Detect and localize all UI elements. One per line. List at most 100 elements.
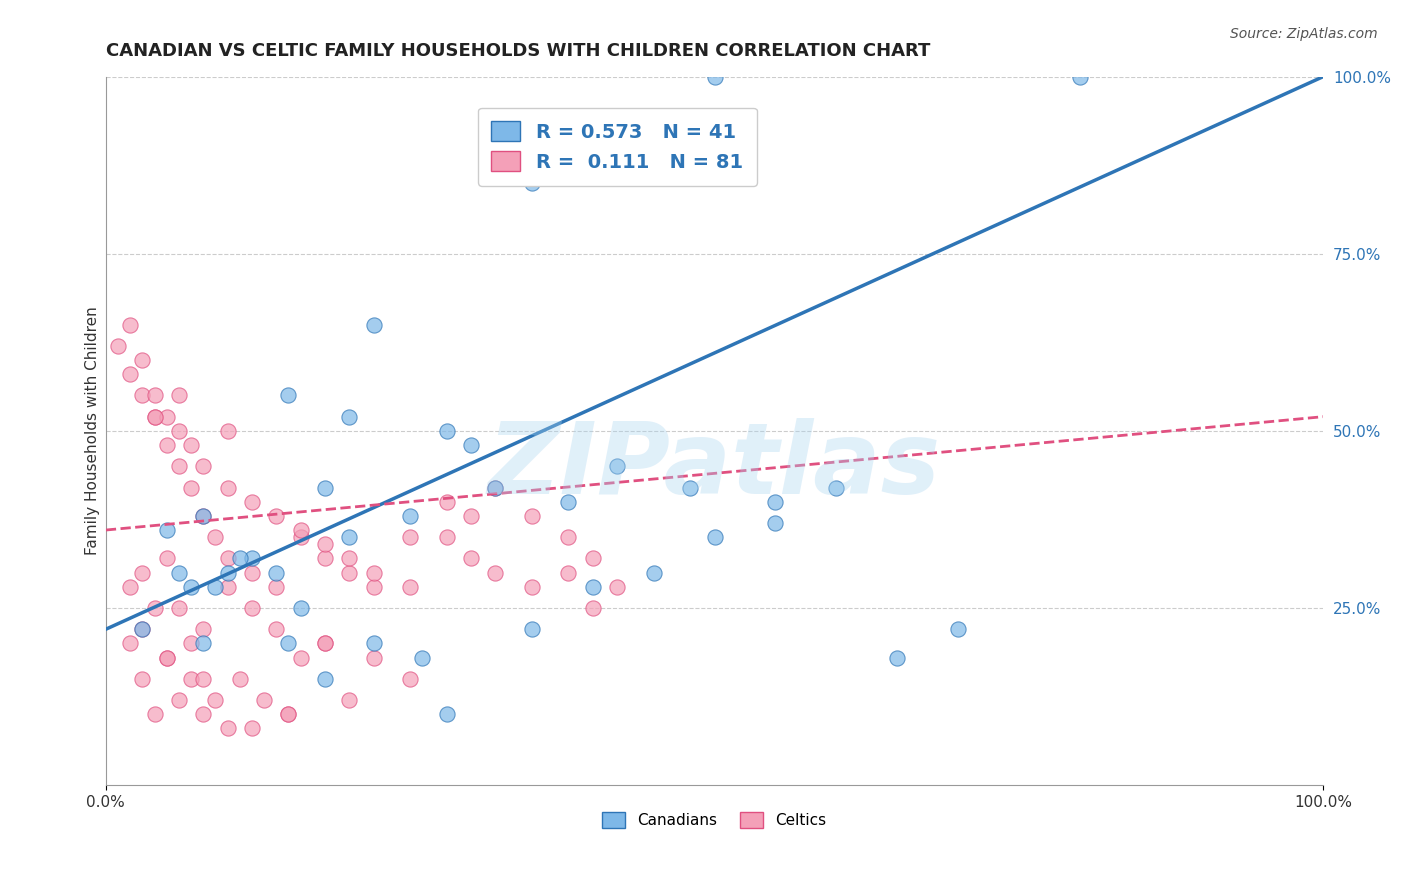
Point [337,693,360,707]
Point [131,353,153,368]
Point [582,551,605,566]
Point [946,622,969,636]
Point [337,530,360,544]
Point [253,693,276,707]
Point [193,508,215,523]
Point [703,530,725,544]
Point [277,636,299,650]
Point [217,424,239,438]
Point [337,551,360,566]
Point [167,388,190,402]
Point [167,693,190,707]
Point [131,672,153,686]
Point [180,580,202,594]
Point [703,70,725,84]
Point [337,566,360,580]
Point [606,459,628,474]
Point [337,409,360,424]
Point [143,409,166,424]
Point [266,622,288,636]
Point [520,622,543,636]
Point [193,707,215,722]
Point [557,566,579,580]
Text: Source: ZipAtlas.com: Source: ZipAtlas.com [1230,27,1378,41]
Point [131,388,153,402]
Point [266,580,288,594]
Point [277,388,299,402]
Point [290,650,312,665]
Point [167,424,190,438]
Point [167,459,190,474]
Point [460,551,482,566]
Text: ZIPatlas: ZIPatlas [488,417,941,515]
Point [156,523,179,537]
Point [399,508,422,523]
Y-axis label: Family Households with Children: Family Households with Children [86,307,100,555]
Point [520,580,543,594]
Text: CANADIAN VS CELTIC FAMILY HOUSEHOLDS WITH CHILDREN CORRELATION CHART: CANADIAN VS CELTIC FAMILY HOUSEHOLDS WIT… [105,42,931,60]
Point [107,339,129,353]
Point [156,438,179,452]
Point [399,530,422,544]
Point [120,580,142,594]
Point [314,636,336,650]
Point [290,530,312,544]
Point [436,530,458,544]
Point [643,566,665,580]
Point [217,566,239,580]
Point [557,494,579,508]
Point [120,636,142,650]
Point [180,481,202,495]
Point [520,508,543,523]
Point [143,601,166,615]
Point [156,650,179,665]
Point [240,494,263,508]
Point [180,672,202,686]
Point [606,580,628,594]
Point [120,367,142,381]
Point [193,672,215,686]
Point [156,409,179,424]
Point [290,601,312,615]
Point [520,176,543,190]
Point [436,424,458,438]
Point [143,707,166,722]
Point [217,481,239,495]
Point [143,388,166,402]
Point [193,636,215,650]
Point [167,566,190,580]
Point [460,508,482,523]
Point [180,438,202,452]
Point [314,481,336,495]
Point [204,580,226,594]
Point [217,580,239,594]
Point [582,601,605,615]
Point [240,566,263,580]
Point [886,650,908,665]
Point [167,601,190,615]
Point [143,409,166,424]
Point [204,693,226,707]
Legend: Canadians, Celtics: Canadians, Celtics [596,806,832,834]
Point [557,530,579,544]
Point [582,580,605,594]
Point [314,551,336,566]
Point [217,551,239,566]
Point [436,494,458,508]
Point [314,537,336,551]
Point [229,551,252,566]
Point [825,481,848,495]
Point [217,722,239,736]
Point [240,601,263,615]
Point [314,636,336,650]
Point [156,551,179,566]
Point [399,580,422,594]
Point [156,650,179,665]
Point [484,566,506,580]
Point [229,672,252,686]
Point [314,672,336,686]
Point [1069,70,1091,84]
Point [484,481,506,495]
Point [436,707,458,722]
Point [266,508,288,523]
